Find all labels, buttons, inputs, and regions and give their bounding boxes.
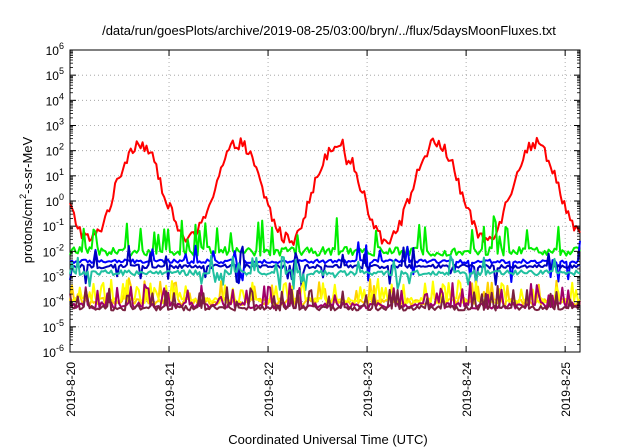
y-tick-label: 102 — [46, 142, 64, 159]
x-tick-label: 2019-8-23 — [361, 362, 375, 417]
x-tick-label: 2019-8-21 — [163, 362, 177, 417]
y-axis-label-suffix: -s-sr-MeV — [20, 136, 35, 193]
y-tick-label: 10-5 — [43, 318, 64, 335]
series-line — [69, 254, 581, 292]
series-line — [69, 277, 581, 307]
y-tick-label: 10-1 — [43, 217, 64, 234]
series-line — [69, 278, 581, 304]
y-tick-labels: 10-6 10-5 10-4 10-3 10-2 10-1 100 101 102 103 104 1… — [43, 41, 64, 360]
chart-title: /data/run/goesPlots/archive/2019-08-25/0… — [102, 23, 556, 38]
y-tick-label: 103 — [46, 117, 64, 134]
y-tick-label: 105 — [46, 66, 64, 83]
series-layer — [69, 136, 581, 312]
x-tick-label: 2019-8-22 — [262, 362, 276, 417]
series-line — [69, 215, 581, 257]
y-axis-label-prefix: protons/cm — [20, 199, 35, 263]
x-tick-labels: 2019-8-20 2019-8-21 2019-8-22 2019-8-23 2019… — [64, 362, 573, 417]
x-tick-label: 2019-8-20 — [64, 362, 78, 417]
y-tick-label: 101 — [46, 167, 64, 184]
y-tick-label: 104 — [46, 91, 64, 108]
series-line — [69, 244, 581, 288]
y-tick-label: 106 — [46, 41, 64, 58]
y-tick-label: 10-2 — [43, 242, 64, 259]
y-tick-label: 100 — [46, 192, 64, 209]
y-tick-label: 10-3 — [43, 268, 64, 285]
series-line — [69, 136, 581, 246]
series-line — [69, 240, 581, 285]
x-tick-label: 2019-8-25 — [559, 362, 573, 417]
y-axis-label: protons/cm2-s-sr-MeV — [18, 136, 35, 263]
y-tick-label: 10-6 — [43, 343, 64, 360]
x-axis-label: Coordinated Universal Time (UTC) — [228, 432, 427, 447]
ticks — [69, 49, 580, 353]
y-tick-label: 10-4 — [43, 293, 64, 310]
series-line — [69, 285, 581, 312]
y-axis-label-superscript: 2 — [18, 194, 28, 199]
x-tick-label: 2019-8-24 — [460, 362, 474, 417]
